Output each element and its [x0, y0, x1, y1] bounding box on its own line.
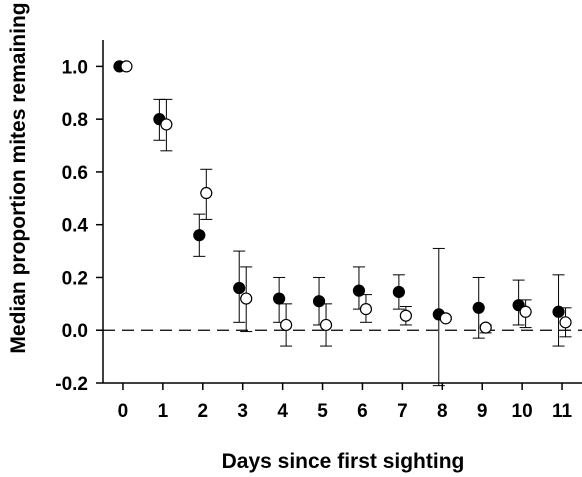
filled-data-point — [193, 229, 206, 242]
open-data-point — [240, 292, 253, 305]
y-tick-label: -0.2 — [55, 374, 88, 395]
open-data-point — [559, 316, 572, 329]
x-tick-label: 9 — [477, 401, 488, 422]
filled-data-point — [273, 292, 286, 305]
open-data-point — [439, 312, 452, 325]
y-tick-label: 1.0 — [62, 57, 88, 78]
open-data-point — [479, 321, 492, 334]
x-tick-label: 7 — [397, 401, 408, 422]
x-tick-label: 8 — [437, 401, 448, 422]
x-axis-title: Days since first sighting — [222, 450, 465, 473]
x-tick-label: 6 — [357, 401, 368, 422]
x-tick-label: 0 — [118, 401, 129, 422]
open-data-point — [519, 305, 532, 318]
x-tick-label: 2 — [198, 401, 209, 422]
y-axis-title: Median proportion mites remaining — [7, 2, 30, 353]
y-tick-label: 0.8 — [62, 110, 88, 131]
filled-data-point — [552, 305, 565, 318]
y-tick-label: 0.2 — [62, 268, 88, 289]
error-bars — [153, 98, 572, 387]
open-data-point — [319, 318, 333, 332]
filled-data-point — [233, 281, 246, 295]
axes: -0.2 0.0 0.2 0.4 0.6 0.8 1.0 0 1 2 3 4 5 6 7 8 9 10 11 — [55, 40, 582, 422]
open-data-point — [399, 309, 412, 322]
x-tick-label: 11 — [552, 401, 573, 422]
y-tick-label: 0.4 — [62, 216, 89, 237]
y-tick-label: 0.6 — [62, 163, 88, 184]
open-data-point — [280, 318, 293, 332]
y-tick-label: 0.0 — [62, 321, 88, 342]
y-axis-title-group: Median proportion mites remaining — [7, 2, 30, 353]
filled-data-point — [312, 295, 326, 308]
open-data-point — [200, 186, 213, 200]
data-points — [113, 60, 572, 334]
open-data-point — [120, 60, 133, 73]
filled-data-point — [472, 301, 485, 314]
x-tick-label: 4 — [277, 401, 288, 422]
x-tick-label: 1 — [158, 401, 169, 422]
open-data-point — [160, 118, 173, 131]
x-tick-label: 5 — [317, 401, 328, 422]
x-tick-label: 10 — [512, 401, 533, 422]
filled-data-point — [352, 284, 366, 297]
x-tick-label: 3 — [237, 401, 248, 422]
filled-data-point — [392, 285, 405, 299]
open-data-point — [359, 303, 373, 316]
